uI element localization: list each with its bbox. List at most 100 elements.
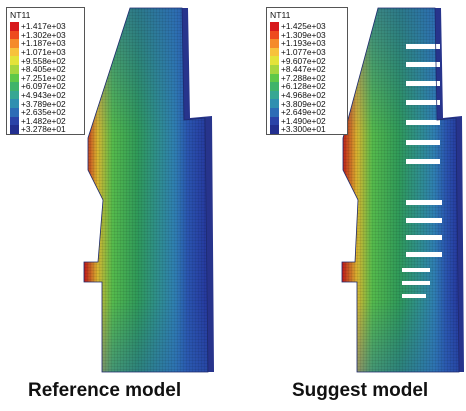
legend-swatch (10, 125, 19, 135)
legend-entry: +1.417e+03 (10, 22, 66, 31)
legend-value: +1.490e+02 (281, 115, 326, 126)
legend-entry: +3.789e+02 (10, 98, 66, 109)
suggest-model-outer-skin (435, 8, 464, 372)
legend-swatch (10, 116, 19, 126)
legend-entry: +1.482e+02 (10, 115, 66, 126)
legend-entry: +1.425e+03 (270, 22, 326, 31)
legend-value: +3.278e+01 (21, 124, 66, 135)
slot (402, 268, 430, 272)
legend-entry: +1.309e+03 (270, 29, 326, 40)
legend-entry: +3.300e+01 (270, 124, 326, 135)
legend-entry: +7.251e+02 (10, 72, 66, 83)
slot (406, 140, 440, 145)
slot (406, 81, 440, 86)
legend-value: +1.077e+03 (281, 47, 326, 58)
legend-swatch (270, 116, 279, 126)
legend-entry: +8.447e+02 (270, 65, 326, 74)
legend-swatch (10, 90, 19, 100)
legend-value: +4.968e+02 (281, 90, 326, 101)
legend-swatch (270, 108, 279, 117)
legend-value: +6.128e+02 (281, 81, 326, 92)
legend-value: +1.071e+03 (21, 47, 66, 58)
legend-entry: +9.558e+02 (10, 55, 66, 66)
legend-swatch (10, 65, 19, 74)
suggest-model-caption: Suggest model (292, 380, 429, 401)
legend-entry: +6.128e+02 (270, 81, 326, 92)
legend-entry: +6.097e+02 (10, 81, 66, 92)
slot (406, 100, 440, 105)
legend-swatch (10, 39, 19, 49)
legend-swatch (10, 22, 19, 31)
legend-value: +2.649e+02 (281, 107, 326, 118)
legend-entry: +1.071e+03 (10, 48, 66, 57)
legend-value: +1.193e+03 (281, 38, 326, 49)
legend-swatch (270, 47, 279, 57)
legend-value: +7.288e+02 (281, 72, 326, 83)
legend-swatch (10, 73, 19, 83)
legend-entry: +3.809e+02 (270, 98, 326, 109)
legend-entry: +9.607e+02 (270, 55, 326, 66)
legend-value: +6.097e+02 (21, 81, 66, 92)
legend-entry: +3.278e+01 (10, 124, 66, 135)
reference-model-caption: Reference model (28, 380, 182, 401)
legend-value: +1.425e+03 (281, 21, 326, 32)
legend-value: +1.309e+03 (281, 29, 326, 40)
reference-model-outer-skin (182, 8, 214, 372)
legend-value: +8.447e+02 (281, 64, 326, 75)
suggest-model-legend: NT11 +1.425e+03 +1.309e+03 +1.193e+03 +1.07… (266, 7, 348, 135)
suggest-model-contour (341, 7, 464, 373)
reference-model-legend: NT11 +1.417e+03 +1.302e+03 +1.187e+03 +1.07… (6, 7, 85, 135)
legend-swatch (270, 99, 279, 109)
slot (406, 200, 442, 205)
legend-value: +9.558e+02 (21, 55, 66, 66)
legend-swatch (270, 30, 279, 40)
slot (406, 62, 440, 67)
legend-swatch (10, 108, 19, 117)
legend-entry: +7.288e+02 (270, 72, 326, 83)
slot (406, 218, 442, 223)
slot (402, 294, 426, 298)
legend-title: NT11 (270, 10, 291, 20)
legend-value: +3.789e+02 (21, 98, 66, 109)
legend-swatch (270, 73, 279, 83)
slot (406, 252, 442, 257)
legend-value: +7.251e+02 (21, 72, 66, 83)
legend-swatch (10, 99, 19, 109)
legend-swatch (270, 22, 279, 31)
legend-swatch (270, 56, 279, 66)
legend-value: +8.405e+02 (21, 64, 66, 75)
legend-entry: +1.187e+03 (10, 39, 66, 49)
legend-swatch (270, 90, 279, 100)
legend-value: +2.635e+02 (21, 107, 66, 118)
reference-model-contour (83, 7, 214, 373)
slot (406, 235, 442, 240)
legend-swatch (270, 125, 279, 135)
legend-entry: +2.635e+02 (10, 108, 66, 117)
legend-value: +3.300e+01 (281, 124, 326, 135)
legend-value: +9.607e+02 (281, 55, 326, 66)
slot (406, 44, 440, 49)
legend-swatch (10, 30, 19, 40)
slot (406, 120, 440, 125)
legend-swatch (270, 82, 279, 92)
legend-entry: +1.490e+02 (270, 115, 326, 126)
legend-value: +1.302e+03 (21, 29, 66, 40)
legend-entry: +4.943e+02 (10, 91, 66, 100)
legend-value: +1.482e+02 (21, 115, 66, 126)
legend-value: +3.809e+02 (281, 98, 326, 109)
legend-entry: +1.077e+03 (270, 48, 326, 57)
legend-value: +1.417e+03 (21, 21, 66, 32)
slot (402, 281, 430, 285)
legend-entry: +8.405e+02 (10, 65, 66, 74)
legend-value: +4.943e+02 (21, 90, 66, 101)
legend-entry: +1.193e+03 (270, 38, 326, 49)
suggest-model-slots (402, 44, 442, 298)
legend-swatch (10, 47, 19, 57)
legend-swatch (270, 39, 279, 49)
legend-title: NT11 (10, 10, 31, 20)
legend-swatch (10, 56, 19, 66)
slot (406, 159, 440, 164)
legend-entry: +1.302e+03 (10, 29, 66, 40)
legend-swatch (10, 82, 19, 92)
